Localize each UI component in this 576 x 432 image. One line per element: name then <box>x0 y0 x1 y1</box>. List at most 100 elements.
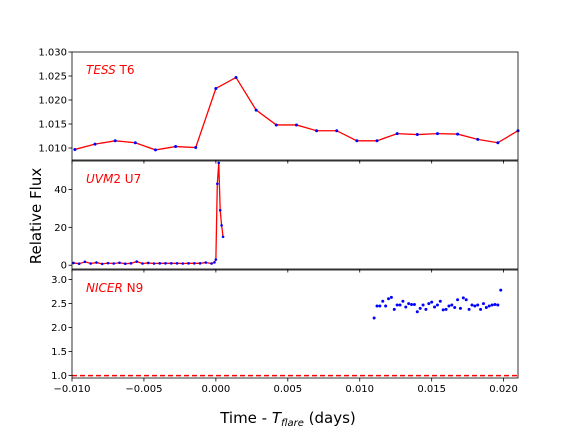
uvm2-panel-label-id: 2 U7 <box>113 172 141 186</box>
uvm2-data-point <box>169 262 173 265</box>
tess-data-point <box>93 142 97 146</box>
tess-data-point <box>355 139 359 143</box>
uvm2-data-point <box>106 261 110 265</box>
nicer-data-point <box>418 306 422 310</box>
nicer-y-tick-label: 1.5 <box>51 347 67 358</box>
uvm2-data-point <box>77 262 81 265</box>
tess-data-point <box>315 129 319 133</box>
tess-data-point <box>234 75 238 79</box>
x-axis-label-main: Time - <box>219 409 272 427</box>
nicer-data-point <box>456 298 460 302</box>
nicer-data-point <box>461 296 465 300</box>
nicer-data-point <box>447 304 451 308</box>
tess-data-point <box>375 139 379 143</box>
nicer-data-point <box>427 302 431 306</box>
tess-y-tick-label: 1.025 <box>38 72 67 83</box>
nicer-data-point <box>467 307 471 311</box>
nicer-data-point <box>479 307 483 311</box>
uvm2-data-point <box>112 262 116 265</box>
nicer-data-point <box>473 304 477 308</box>
nicer-data-point <box>430 300 434 304</box>
nicer-data-point <box>424 307 428 311</box>
panel-uvm2: 0 20 40 UVM2 U7 <box>54 160 519 273</box>
tess-data-point <box>113 139 117 143</box>
nicer-data-point <box>453 305 457 309</box>
tess-data-point <box>496 141 500 145</box>
nicer-x-tick-label: 0.020 <box>489 384 518 395</box>
tess-data-point <box>254 108 258 112</box>
nicer-data-point <box>407 302 411 306</box>
uvm2-panel-label-instrument: UVM <box>86 172 114 186</box>
uvm2-y-tick-label: 40 <box>54 185 67 196</box>
uvm2-panel-label: UVM2 U7 <box>86 172 141 186</box>
x-axis-label: Time - Tflare (days) <box>219 409 356 429</box>
tess-data-point <box>294 123 298 127</box>
uvm2-data-point <box>217 161 221 165</box>
nicer-data-point <box>490 303 494 307</box>
uvm2-data-point <box>187 262 190 265</box>
panel-nicer: −0.010 −0.005 0.000 0.005 0.010 0.015 0.020 1.0… <box>51 269 519 395</box>
nicer-data-point <box>481 302 485 306</box>
nicer-data-point <box>450 303 454 307</box>
tess-data-point <box>335 129 339 133</box>
tess-data-point <box>214 86 218 90</box>
tess-axes-frame <box>71 51 519 161</box>
uvm2-data-point <box>210 262 213 265</box>
uvm2-data-point <box>175 262 179 265</box>
tess-y-tick-label: 1.010 <box>38 144 67 155</box>
nicer-data-point <box>398 303 402 307</box>
tess-data-point <box>476 137 480 141</box>
tess-data-point <box>456 132 460 136</box>
uvm2-data-point <box>141 262 144 265</box>
uvm2-data-point <box>181 262 185 265</box>
nicer-data-point <box>415 310 419 314</box>
nicer-data-point <box>441 308 445 312</box>
nicer-data-point <box>484 305 488 309</box>
nicer-x-tick-label: −0.010 <box>53 384 90 395</box>
tess-panel-label: TESS T6 <box>86 63 135 77</box>
panel-tess: 1.010 1.015 1.020 1.025 1.030 TESS T6 <box>38 48 520 164</box>
uvm2-data-point <box>204 261 208 264</box>
tess-data-point <box>415 133 419 137</box>
nicer-x-tick-label: 0.010 <box>345 384 374 395</box>
nicer-data-point <box>395 303 399 307</box>
nicer-data-point <box>384 304 388 308</box>
uvm2-data-point <box>158 262 162 265</box>
tess-panel-label-id: T6 <box>116 63 135 77</box>
nicer-data-point <box>464 298 468 302</box>
nicer-data-point <box>458 306 462 310</box>
tess-y-tick-label: 1.020 <box>38 96 67 107</box>
nicer-data-point <box>470 303 474 307</box>
nicer-x-tick-label: 0.000 <box>202 384 231 395</box>
nicer-data-point <box>389 295 393 299</box>
nicer-y-tick-label: 2.5 <box>51 299 67 310</box>
tess-data-point <box>153 148 157 152</box>
uvm2-data-point <box>135 260 139 263</box>
nicer-data-point <box>487 304 491 308</box>
nicer-data-point <box>499 288 503 292</box>
uvm2-data-point <box>192 262 196 265</box>
uvm2-data-point <box>100 262 104 266</box>
nicer-data-point <box>387 297 391 301</box>
uvm2-y-tick-label: 0 <box>61 261 67 272</box>
uvm2-data-point <box>72 261 75 265</box>
nicer-data-point <box>496 303 500 307</box>
uvm2-data-point <box>118 261 121 265</box>
nicer-data-point <box>401 299 405 303</box>
nicer-axes-frame <box>71 269 519 379</box>
tess-data-point <box>174 145 178 149</box>
nicer-data-point <box>493 303 497 307</box>
nicer-data-point <box>433 305 437 309</box>
nicer-data-point <box>438 299 442 303</box>
uvm2-data-point <box>89 262 92 265</box>
x-axis-label-sub: flare <box>281 418 304 429</box>
nicer-x-tick-label: 0.005 <box>273 384 302 395</box>
y-axis-label: Relative Flux <box>27 168 45 265</box>
nicer-panel-label: NICER N9 <box>86 281 143 295</box>
nicer-data-point <box>378 304 382 308</box>
uvm2-data-point <box>213 261 216 264</box>
nicer-data-point <box>444 307 448 311</box>
uvm2-data-point <box>83 260 87 264</box>
nicer-data-point <box>372 316 376 320</box>
